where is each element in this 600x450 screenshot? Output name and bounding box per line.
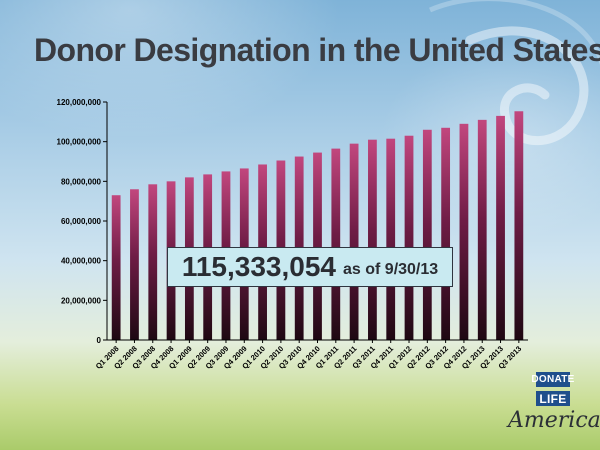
bar bbox=[349, 143, 359, 340]
y-tick-label: 40,000,000 bbox=[61, 257, 102, 266]
total-callout: 115,333,054 as of 9/30/13 bbox=[167, 247, 453, 287]
bars bbox=[111, 111, 524, 341]
bar bbox=[514, 111, 524, 341]
bar bbox=[459, 123, 469, 340]
y-tick-label: 120,000,000 bbox=[57, 98, 102, 107]
bar bbox=[386, 138, 396, 340]
background-glow-right bbox=[380, 40, 600, 240]
callout-suffix: as of 9/30/13 bbox=[343, 261, 439, 278]
slide-title: Donor Designation in the United States bbox=[34, 32, 600, 68]
bar bbox=[441, 127, 451, 341]
y-tick-label: 80,000,000 bbox=[61, 177, 102, 186]
y-axis: 0 20,000,000 40,000,000 60,000,000 80,000,00… bbox=[57, 98, 108, 345]
bar bbox=[404, 135, 414, 340]
donate-life-logo: DONATE LIFE America bbox=[506, 372, 600, 442]
bar bbox=[148, 184, 158, 340]
y-tick-label: 100,000,000 bbox=[57, 138, 102, 147]
callout-value: 115,333,054 bbox=[181, 251, 336, 282]
bar bbox=[313, 152, 322, 340]
y-tick-label: 20,000,000 bbox=[61, 296, 102, 305]
bar bbox=[477, 119, 487, 340]
bar bbox=[422, 129, 432, 340]
logo-donate-text: DONATE bbox=[531, 372, 575, 387]
logo-life-text: LIFE bbox=[536, 391, 570, 406]
bar bbox=[331, 148, 341, 340]
bar bbox=[130, 189, 139, 340]
bar bbox=[496, 115, 505, 340]
logo-america-text: America bbox=[508, 408, 600, 433]
bar bbox=[368, 139, 377, 340]
y-tick-label: 0 bbox=[97, 336, 102, 345]
y-tick-label: 60,000,000 bbox=[61, 217, 102, 226]
bar bbox=[111, 195, 121, 340]
